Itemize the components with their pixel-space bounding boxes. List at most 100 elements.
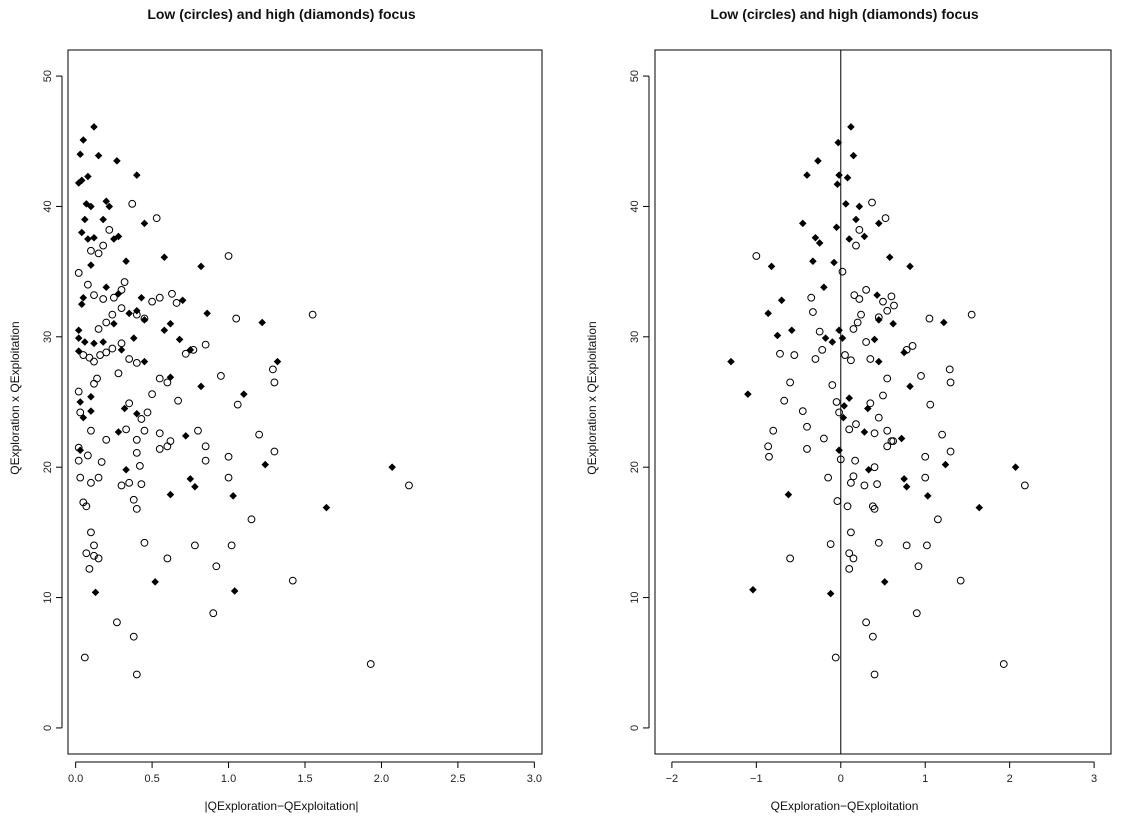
low-focus-point — [125, 355, 134, 363]
high-focus-point — [166, 320, 175, 328]
low-focus-point — [883, 426, 892, 435]
high-focus-point — [140, 357, 149, 366]
high-focus-point — [273, 357, 282, 366]
high-focus-point — [113, 157, 121, 165]
low-focus-point — [862, 618, 871, 627]
left-chart-panel: Low (circles) and high (diamonds) focus … — [8, 6, 543, 813]
high-focus-point — [79, 293, 88, 302]
low-focus-point — [268, 365, 277, 374]
low-focus-point — [803, 422, 811, 431]
high-focus-point — [122, 257, 130, 265]
low-focus-point — [832, 398, 841, 406]
high-focus-point — [87, 261, 95, 269]
low-focus-point — [191, 541, 199, 550]
high-focus-point — [87, 202, 95, 211]
low-focus-point — [155, 429, 164, 438]
low-focus-point — [90, 551, 98, 560]
low-focus-point — [883, 374, 892, 383]
low-focus-point — [945, 365, 954, 374]
right-chart-panel: Low (circles) and high (diamonds) focus … — [563, 0, 1126, 823]
high-focus-point — [105, 202, 114, 211]
low-focus-point — [845, 549, 854, 558]
high-focus-point — [833, 180, 842, 189]
low-focus-point — [163, 378, 172, 387]
high-focus-point — [79, 413, 88, 422]
high-focus-point — [839, 413, 848, 422]
low-focus-point — [90, 357, 98, 366]
low-focus-point — [868, 632, 877, 641]
low-focus-point — [172, 299, 181, 307]
high-focus-point — [81, 338, 89, 346]
low-focus-point — [818, 345, 827, 354]
low-focus-point — [850, 291, 859, 299]
low-focus-point — [137, 415, 146, 423]
low-focus-point — [843, 502, 852, 511]
high-focus-point — [838, 334, 847, 342]
x-tick-label: 1 — [922, 773, 928, 785]
low-focus-point — [811, 355, 820, 363]
low-focus-point — [108, 344, 117, 353]
high-focus-point — [186, 475, 195, 483]
high-focus-point — [114, 428, 123, 436]
scatter-plot-left: 0.0 0.5 1.0 1.5 2.0 2.5 3.0 0 10 20 30 40 50 — [42, 49, 543, 785]
high-focus-point — [860, 428, 869, 436]
high-focus-point — [777, 296, 786, 305]
low-focus-point — [227, 541, 236, 550]
high-focus-point — [845, 394, 853, 402]
low-focus-point — [74, 456, 83, 465]
low-focus-point — [912, 609, 921, 618]
low-focus-point — [255, 430, 264, 439]
low-focus-point — [366, 660, 375, 668]
high-focus-point — [788, 326, 796, 335]
high-focus-point — [76, 150, 84, 159]
high-focus-point — [885, 253, 894, 262]
high-focus-point — [74, 334, 83, 342]
low-focus-point — [908, 342, 917, 350]
high-focus-point — [835, 446, 843, 455]
low-focus-point — [921, 473, 930, 482]
low-focus-point — [93, 374, 101, 383]
low-focus-point — [148, 390, 156, 399]
low-focus-point — [79, 351, 88, 359]
high-focus-point — [834, 138, 843, 147]
low-focus-point — [883, 306, 892, 315]
high-focus-point — [74, 347, 83, 355]
high-focus-point — [773, 331, 782, 340]
low-focus-point — [845, 425, 854, 434]
low-focus-point — [887, 292, 896, 301]
x-tick-label: 2.5 — [450, 773, 465, 785]
low-focus-point — [776, 349, 784, 358]
high-focus-point — [74, 326, 83, 335]
x-tick-label: 3.0 — [527, 773, 542, 785]
high-focus-point — [820, 283, 828, 292]
low-focus-point — [140, 426, 149, 435]
high-focus-point — [79, 136, 88, 144]
low-focus-point — [194, 426, 202, 435]
high-focus-point — [76, 398, 84, 406]
low-focus-point — [163, 554, 172, 563]
low-focus-point — [99, 241, 108, 250]
low-focus-point — [923, 541, 931, 550]
low-focus-point — [108, 310, 117, 319]
low-focus-point — [122, 425, 131, 434]
low-focus-point — [870, 429, 879, 438]
high-focus-point — [114, 290, 123, 298]
low-focus-point — [835, 408, 843, 417]
low-focus-point — [132, 358, 141, 367]
low-focus-point — [155, 293, 164, 302]
high-focus-point — [811, 233, 820, 242]
low-focus-point — [790, 351, 799, 359]
high-focus-point — [90, 233, 98, 242]
high-focus-point — [799, 219, 807, 228]
x-tick-label: 0 — [838, 773, 844, 785]
low-focus-point — [74, 269, 83, 277]
high-focus-point — [803, 171, 811, 179]
low-focus-point — [212, 562, 221, 571]
low-focus-point — [109, 293, 118, 302]
low-focus-point — [217, 372, 225, 380]
low-focus-point — [132, 505, 141, 513]
low-focus-point — [224, 452, 233, 461]
low-focus-point — [862, 338, 871, 346]
low-focus-point — [826, 540, 835, 549]
low-focus-point — [933, 515, 942, 524]
